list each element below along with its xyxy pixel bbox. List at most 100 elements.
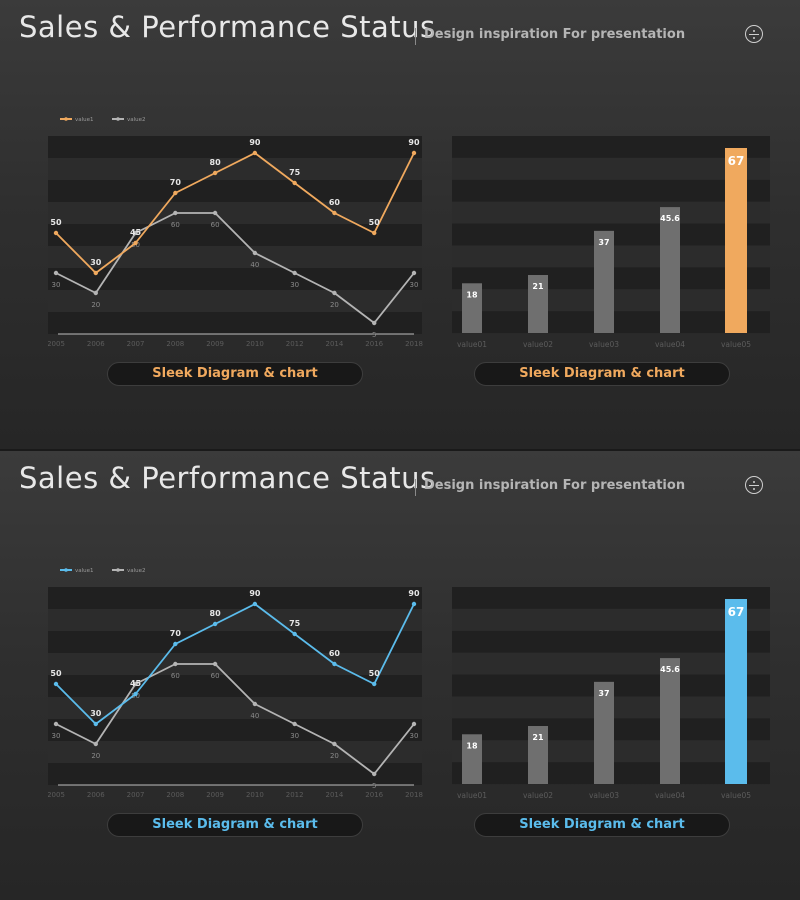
data-label-value1: 90: [408, 589, 420, 598]
title-divider: [415, 479, 416, 496]
menu-icon[interactable]: [745, 476, 763, 494]
legend-label: value1: [75, 568, 94, 574]
data-label-value1: 70: [170, 178, 182, 187]
data-label-value2: 5: [372, 331, 376, 339]
data-label-value1: 50: [50, 669, 62, 678]
bar-value03: [594, 230, 614, 333]
data-point-value1: [212, 170, 218, 176]
data-label-value1: 75: [289, 168, 301, 177]
bar-chart: 18 value01 21 value02 37 value03 45.6 value04 67…: [452, 136, 770, 349]
bar-value-label: 67: [728, 154, 745, 168]
x-tick-label: 2007: [127, 340, 145, 348]
data-label-value1: 75: [289, 619, 301, 628]
data-label-value2: 30: [410, 281, 419, 289]
data-label-value2: 20: [91, 301, 100, 309]
bar-value04: [660, 658, 680, 784]
data-label-value1: 80: [210, 609, 222, 618]
grid-band: [48, 587, 422, 609]
data-point-value1: [411, 150, 417, 156]
legend-label: value2: [127, 568, 146, 574]
data-point-value2: [133, 681, 138, 687]
grid-band: [48, 202, 422, 224]
grid-band: [48, 697, 422, 719]
data-label-value1: 50: [369, 669, 381, 678]
slide-1: Sales & Performance Status Design inspir…: [0, 0, 800, 449]
grid-band: [452, 157, 770, 180]
data-point-value1: [372, 230, 377, 236]
bar-value01: [462, 283, 482, 333]
data-label-value1: 90: [408, 138, 420, 147]
data-label-value1: 90: [249, 138, 261, 147]
grid-band: [48, 675, 422, 697]
grid-band: [48, 136, 422, 158]
x-tick-label: value05: [721, 340, 751, 349]
data-label-value2: 60: [171, 221, 180, 229]
x-tick-label: 2008: [166, 340, 184, 348]
data-label-value1: 30: [90, 709, 102, 718]
data-point-value1: [411, 601, 417, 607]
data-point-value2: [411, 270, 417, 276]
sleek-diagram-button-right[interactable]: Sleek Diagram & chart: [474, 362, 730, 386]
x-tick-label: 2016: [365, 340, 383, 348]
grid-band: [48, 158, 422, 180]
legend-marker: [116, 117, 120, 121]
legend-marker: [64, 568, 68, 572]
data-label-value2: 20: [91, 752, 100, 760]
sleek-diagram-button-right[interactable]: Sleek Diagram & chart: [474, 813, 730, 837]
data-point-value2: [411, 721, 417, 727]
grid-band: [48, 631, 422, 653]
data-point-value1: [332, 661, 337, 667]
x-tick-label: 2009: [206, 791, 224, 799]
data-point-value1: [292, 631, 297, 637]
grid-band: [48, 719, 422, 741]
data-label-value1: 80: [210, 158, 222, 167]
x-tick-label: value02: [523, 791, 553, 800]
data-point-value2: [372, 771, 377, 777]
bar-value02: [528, 275, 548, 333]
series-line-value1: [55, 152, 415, 274]
data-point-value1: [292, 180, 297, 186]
data-point-value1: [93, 721, 98, 727]
data-label-value1: 45: [130, 679, 142, 688]
data-point-value2: [292, 721, 297, 727]
data-label-value2: 20: [330, 301, 339, 309]
x-tick-label: 2009: [206, 340, 224, 348]
x-tick-label: 2010: [246, 340, 264, 348]
bar-value-label: 21: [532, 282, 544, 291]
data-point-value1: [173, 641, 178, 647]
data-label-value2: 30: [410, 732, 419, 740]
grid-band: [48, 741, 422, 763]
x-tick-label: value02: [523, 340, 553, 349]
grid-band: [48, 180, 422, 202]
grid-band: [48, 246, 422, 268]
data-label-value1: 90: [249, 589, 261, 598]
bar-value-label: 37: [598, 238, 609, 247]
grid-band: [452, 608, 770, 631]
bar-value-label: 45.6: [660, 214, 680, 223]
data-point-value2: [173, 661, 178, 667]
data-point-value1: [332, 210, 337, 216]
x-tick-label: 2018: [405, 791, 423, 799]
x-tick-label: 2016: [365, 791, 383, 799]
grid-band: [452, 201, 770, 224]
series-line-value2: [55, 212, 415, 324]
x-tick-label: 2012: [286, 791, 304, 799]
data-point-value2: [252, 250, 258, 256]
data-point-value2: [332, 290, 337, 296]
bar-value-label: 37: [598, 689, 609, 698]
bar-value-label: 45.6: [660, 665, 680, 674]
x-tick-label: value03: [589, 791, 619, 800]
sleek-diagram-button-left[interactable]: Sleek Diagram & chart: [107, 813, 363, 837]
x-tick-label: value01: [457, 791, 487, 800]
data-point-value2: [173, 210, 178, 216]
menu-icon[interactable]: [745, 25, 763, 43]
data-label-value2: 40: [250, 261, 259, 269]
series-line-value2: [55, 663, 415, 775]
x-tick-label: 2006: [87, 791, 105, 799]
data-point-value1: [133, 691, 138, 697]
data-point-value1: [53, 230, 59, 236]
legend-label: value1: [75, 117, 94, 123]
page-subtitle: Design inspiration For presentation: [424, 27, 686, 42]
line-chart: 2005 2006 2007 2008 2009 2010 2012 2014 2016 2018…: [48, 568, 423, 799]
sleek-diagram-button-left[interactable]: Sleek Diagram & chart: [107, 362, 363, 386]
